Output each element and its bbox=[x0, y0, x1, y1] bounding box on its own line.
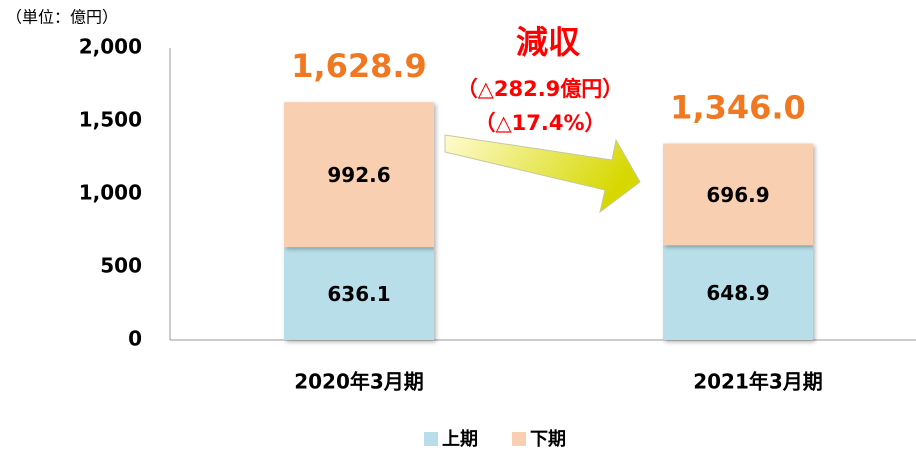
legend-label: 下期 bbox=[530, 429, 566, 450]
x-tick-label: 2021年3月期 bbox=[693, 370, 823, 394]
annotation-line: （△282.9億円） bbox=[457, 77, 624, 101]
annotation-title: 減収 bbox=[516, 23, 580, 61]
annotation-line: （△17.4%） bbox=[474, 111, 605, 135]
legend-label: 上期 bbox=[442, 429, 478, 450]
y-tick-label: 0 bbox=[128, 327, 142, 351]
bar-segment bbox=[284, 102, 434, 248]
segment-label: 636.1 bbox=[327, 282, 390, 306]
legend-swatch bbox=[424, 432, 438, 446]
y-tick-label: 1,500 bbox=[79, 108, 142, 132]
segment-label: 992.6 bbox=[327, 163, 390, 187]
bar-segment bbox=[284, 247, 434, 340]
bar-segment bbox=[663, 143, 813, 246]
legend-swatch bbox=[512, 432, 526, 446]
total-label: 1,346.0 bbox=[670, 88, 806, 126]
unit-label: （単位：億円） bbox=[6, 8, 118, 27]
arrow bbox=[444, 134, 641, 214]
annotation: 減収 （△282.9億円） （△17.4%） bbox=[457, 23, 624, 135]
y-tick-label: 2,000 bbox=[79, 35, 142, 59]
x-tick-label: 2020年3月期 bbox=[294, 370, 424, 394]
segment-label: 696.9 bbox=[706, 183, 769, 207]
bar-segment bbox=[663, 245, 813, 340]
y-tick-label: 1,000 bbox=[79, 181, 142, 205]
segment-label: 648.9 bbox=[706, 281, 769, 305]
total-label: 1,628.9 bbox=[291, 47, 427, 85]
y-tick-label: 500 bbox=[100, 254, 142, 278]
